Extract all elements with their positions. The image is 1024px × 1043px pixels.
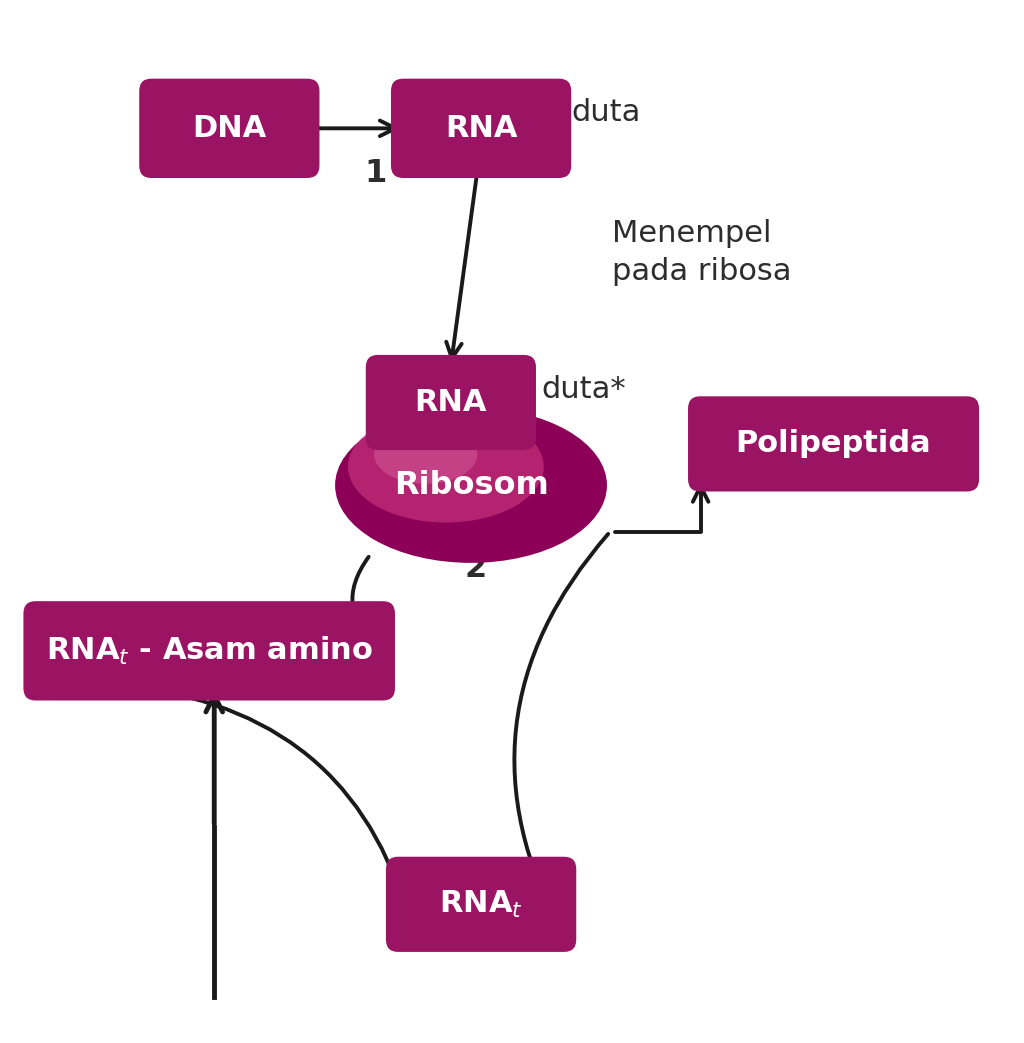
Text: 2: 2 [465, 553, 487, 584]
Text: Ribosom: Ribosom [393, 469, 549, 501]
Ellipse shape [348, 411, 544, 523]
Text: RNA: RNA [415, 388, 487, 417]
Text: DNA: DNA [193, 114, 266, 143]
Text: Menempel
pada ribosa: Menempel pada ribosa [612, 219, 792, 286]
Ellipse shape [374, 425, 477, 484]
Text: duta: duta [571, 98, 641, 127]
FancyBboxPatch shape [386, 856, 577, 952]
FancyBboxPatch shape [366, 355, 536, 451]
Ellipse shape [335, 408, 607, 563]
Text: 1: 1 [365, 159, 386, 190]
Text: RNA$_t$ - Asam amino: RNA$_t$ - Asam amino [46, 635, 373, 666]
FancyBboxPatch shape [139, 78, 319, 178]
Text: RNA: RNA [444, 114, 517, 143]
Text: duta*: duta* [542, 374, 626, 404]
FancyBboxPatch shape [391, 78, 571, 178]
Text: RNA$_t$: RNA$_t$ [439, 889, 523, 920]
FancyBboxPatch shape [24, 601, 395, 701]
Text: Polipeptida: Polipeptida [735, 430, 932, 459]
FancyBboxPatch shape [688, 396, 979, 491]
